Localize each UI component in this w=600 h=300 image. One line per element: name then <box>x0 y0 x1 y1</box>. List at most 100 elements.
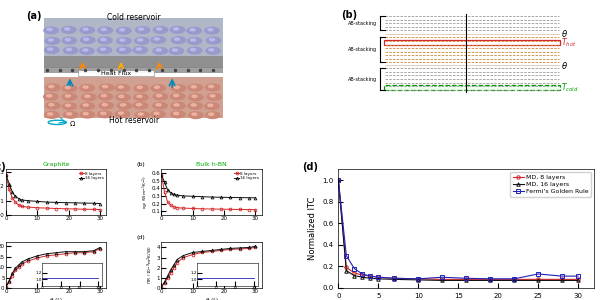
Circle shape <box>154 93 167 100</box>
Circle shape <box>115 85 130 91</box>
Circle shape <box>83 49 88 51</box>
Circle shape <box>189 94 203 101</box>
Circle shape <box>136 27 150 33</box>
Circle shape <box>151 85 166 92</box>
Line: MD, 16 layers: MD, 16 layers <box>337 178 580 282</box>
Fermi's Golden Rule <box>335 178 342 182</box>
Circle shape <box>101 38 106 41</box>
Circle shape <box>98 27 112 34</box>
Circle shape <box>209 113 214 116</box>
MD, 16 layers <box>535 279 542 282</box>
Text: $T_{cold}$: $T_{cold}$ <box>562 82 579 94</box>
Fermi's Golden Rule <box>463 277 470 280</box>
MD, 16 layers <box>343 269 350 272</box>
Y-axis label: ITR (10$^{-9}$m$^2$K/W): ITR (10$^{-9}$m$^2$K/W) <box>146 246 155 284</box>
Circle shape <box>171 102 185 109</box>
MD, 8 layers <box>559 278 566 281</box>
X-axis label: $\theta$ (°): $\theta$ (°) <box>205 296 218 300</box>
Circle shape <box>64 47 77 54</box>
Bar <box>44 77 223 118</box>
MD, 8 layers <box>359 273 366 277</box>
Circle shape <box>83 38 89 40</box>
Line: Fermi's Golden Rule: Fermi's Golden Rule <box>337 178 580 280</box>
Circle shape <box>80 27 94 34</box>
Circle shape <box>83 86 88 88</box>
Bar <box>44 67 223 73</box>
Circle shape <box>101 28 106 31</box>
Circle shape <box>170 93 185 100</box>
Circle shape <box>191 85 196 88</box>
MD, 8 layers <box>391 277 398 280</box>
Circle shape <box>116 94 130 101</box>
Circle shape <box>44 93 58 100</box>
Circle shape <box>118 103 132 109</box>
MD, 8 layers <box>343 266 350 269</box>
Fermi's Golden Rule <box>367 274 374 278</box>
MD, 16 layers <box>463 279 470 282</box>
Circle shape <box>191 104 196 106</box>
Text: Graphite: Graphite <box>43 162 70 167</box>
Circle shape <box>192 113 197 116</box>
Circle shape <box>192 95 197 98</box>
Circle shape <box>67 113 72 115</box>
Circle shape <box>171 85 185 92</box>
MD, 8 layers <box>439 278 446 281</box>
MD, 8 layers <box>351 271 358 275</box>
Circle shape <box>67 48 71 51</box>
Circle shape <box>47 113 53 115</box>
Circle shape <box>208 28 213 31</box>
Circle shape <box>49 103 54 106</box>
Circle shape <box>151 111 165 118</box>
Bar <box>383 85 560 90</box>
Circle shape <box>153 48 167 54</box>
Circle shape <box>80 111 94 118</box>
Circle shape <box>118 112 124 114</box>
MD, 8 layers <box>415 277 422 281</box>
Circle shape <box>205 103 219 110</box>
Circle shape <box>119 95 124 98</box>
Bar <box>44 56 223 68</box>
MD, 16 layers <box>439 279 446 282</box>
Circle shape <box>101 112 106 115</box>
Circle shape <box>100 48 106 50</box>
Circle shape <box>151 37 166 43</box>
Circle shape <box>154 38 160 40</box>
Circle shape <box>175 38 179 40</box>
Circle shape <box>62 94 77 100</box>
Circle shape <box>85 95 90 98</box>
Circle shape <box>118 86 124 88</box>
Circle shape <box>209 85 214 88</box>
Circle shape <box>154 86 160 88</box>
Text: (c): (c) <box>0 162 5 172</box>
Bar <box>44 19 223 56</box>
Circle shape <box>208 104 213 106</box>
MD, 16 layers <box>574 279 581 282</box>
Fermi's Golden Rule <box>439 275 446 279</box>
Circle shape <box>206 47 220 54</box>
MD, 8 layers <box>463 278 470 281</box>
Circle shape <box>157 94 161 97</box>
Circle shape <box>172 49 178 51</box>
Text: (b): (b) <box>136 162 145 167</box>
Circle shape <box>154 112 159 115</box>
Circle shape <box>65 28 70 30</box>
Text: (b): (b) <box>341 10 357 20</box>
Circle shape <box>139 28 144 30</box>
Circle shape <box>65 38 70 41</box>
MD, 8 layers <box>535 278 542 281</box>
Circle shape <box>188 84 202 91</box>
X-axis label: $\theta$ (°): $\theta$ (°) <box>49 296 63 300</box>
Circle shape <box>188 38 202 44</box>
Circle shape <box>153 102 167 109</box>
Circle shape <box>62 37 77 44</box>
Text: AB-stacking: AB-stacking <box>347 21 377 26</box>
Y-axis label: Normalized ITC: Normalized ITC <box>308 197 317 260</box>
Text: AB-stacking: AB-stacking <box>347 47 377 52</box>
Circle shape <box>62 27 76 33</box>
Circle shape <box>64 112 78 118</box>
Circle shape <box>187 27 201 34</box>
Circle shape <box>47 48 53 50</box>
Circle shape <box>119 28 125 31</box>
Fermi's Golden Rule <box>359 272 366 276</box>
Circle shape <box>172 37 185 44</box>
